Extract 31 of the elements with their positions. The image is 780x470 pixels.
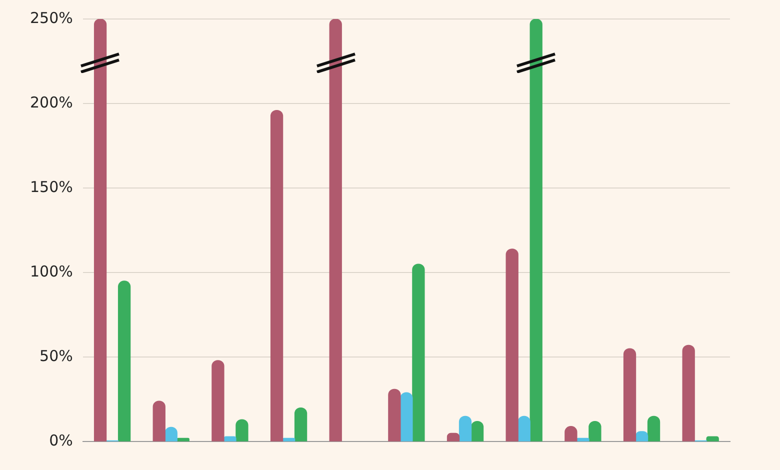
y-tick-label: 250%	[30, 8, 73, 27]
y-tick-label: 0%	[49, 431, 73, 450]
bar	[282, 438, 296, 442]
bar	[576, 438, 590, 442]
bar	[506, 248, 518, 442]
bar	[400, 392, 413, 442]
bar	[682, 344, 695, 442]
y-tick-label: 150%	[30, 178, 73, 196]
bar	[530, 19, 542, 442]
y-tick-label: 200%	[30, 93, 73, 112]
bar	[224, 436, 236, 442]
bar	[458, 416, 472, 442]
bar	[412, 264, 425, 442]
bar	[176, 438, 190, 442]
bar	[270, 110, 284, 442]
bar	[588, 420, 602, 442]
y-tick-label: 50%	[40, 346, 73, 365]
bar	[706, 436, 719, 442]
bar	[236, 419, 248, 442]
bar	[212, 360, 224, 442]
bar	[470, 420, 484, 442]
bar	[647, 416, 660, 442]
bar	[118, 280, 131, 442]
bar	[518, 416, 530, 442]
bar	[623, 348, 636, 442]
bar	[94, 19, 107, 442]
bar	[388, 388, 401, 442]
bar	[294, 407, 308, 442]
bar	[152, 400, 166, 442]
y-tick-label: 100%	[30, 262, 73, 280]
bar	[329, 19, 342, 442]
